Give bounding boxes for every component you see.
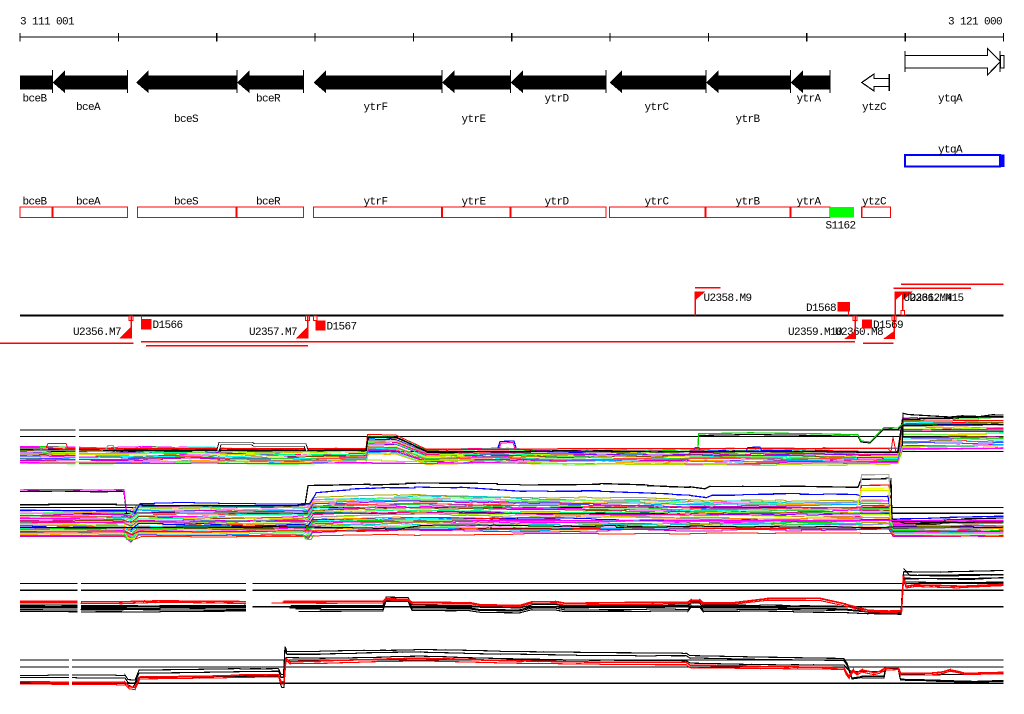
svg-text:D2362.M15: D2362.M15	[910, 293, 964, 305]
svg-text:ytrF: ytrF	[364, 102, 388, 114]
svg-text:bceR: bceR	[256, 94, 281, 106]
svg-text:ytrF: ytrF	[364, 197, 388, 209]
svg-text:ytrA: ytrA	[797, 94, 822, 106]
svg-text:U2359.M10: U2359.M10	[788, 327, 842, 339]
svg-text:bceS: bceS	[174, 114, 199, 126]
svg-text:U2358.M9: U2358.M9	[704, 293, 752, 305]
svg-text:U2357.M7: U2357.M7	[249, 327, 297, 339]
svg-text:ytrD: ytrD	[545, 94, 570, 106]
svg-text:ytzC: ytzC	[862, 102, 887, 114]
svg-text:bceS: bceS	[174, 197, 199, 209]
svg-text:D1567: D1567	[327, 322, 357, 334]
svg-text:ytrA: ytrA	[797, 197, 822, 209]
svg-text:ytrB: ytrB	[736, 197, 761, 209]
svg-text:ytrE: ytrE	[462, 197, 487, 209]
svg-text:D1566: D1566	[153, 320, 183, 332]
svg-text:U2356.M7: U2356.M7	[73, 327, 121, 339]
svg-text:ytzC: ytzC	[862, 197, 887, 209]
svg-text:U2361.M4: U2361.M4	[904, 293, 953, 305]
svg-text:D1569: D1569	[873, 320, 903, 332]
svg-text:S1162: S1162	[826, 221, 856, 233]
svg-text:ytrB: ytrB	[736, 114, 761, 126]
svg-text:ytrC: ytrC	[645, 102, 670, 114]
svg-text:U2360.M8: U2360.M8	[835, 327, 883, 339]
svg-text:ytrD: ytrD	[545, 197, 570, 209]
svg-text:ytrE: ytrE	[462, 114, 487, 126]
svg-text:bceB: bceB	[23, 197, 48, 209]
svg-text:D1568: D1568	[806, 303, 836, 315]
svg-text:bceR: bceR	[256, 197, 281, 209]
svg-text:bceA: bceA	[76, 102, 101, 114]
svg-text:ytrC: ytrC	[645, 197, 670, 209]
svg-text:ytqA: ytqA	[938, 94, 963, 106]
svg-text:bceA: bceA	[76, 197, 101, 209]
svg-text:bceB: bceB	[23, 94, 48, 106]
svg-text:3 121 000: 3 121 000	[948, 17, 1002, 29]
svg-text:ytqA: ytqA	[938, 145, 963, 157]
svg-text:3 111 001: 3 111 001	[20, 17, 75, 29]
